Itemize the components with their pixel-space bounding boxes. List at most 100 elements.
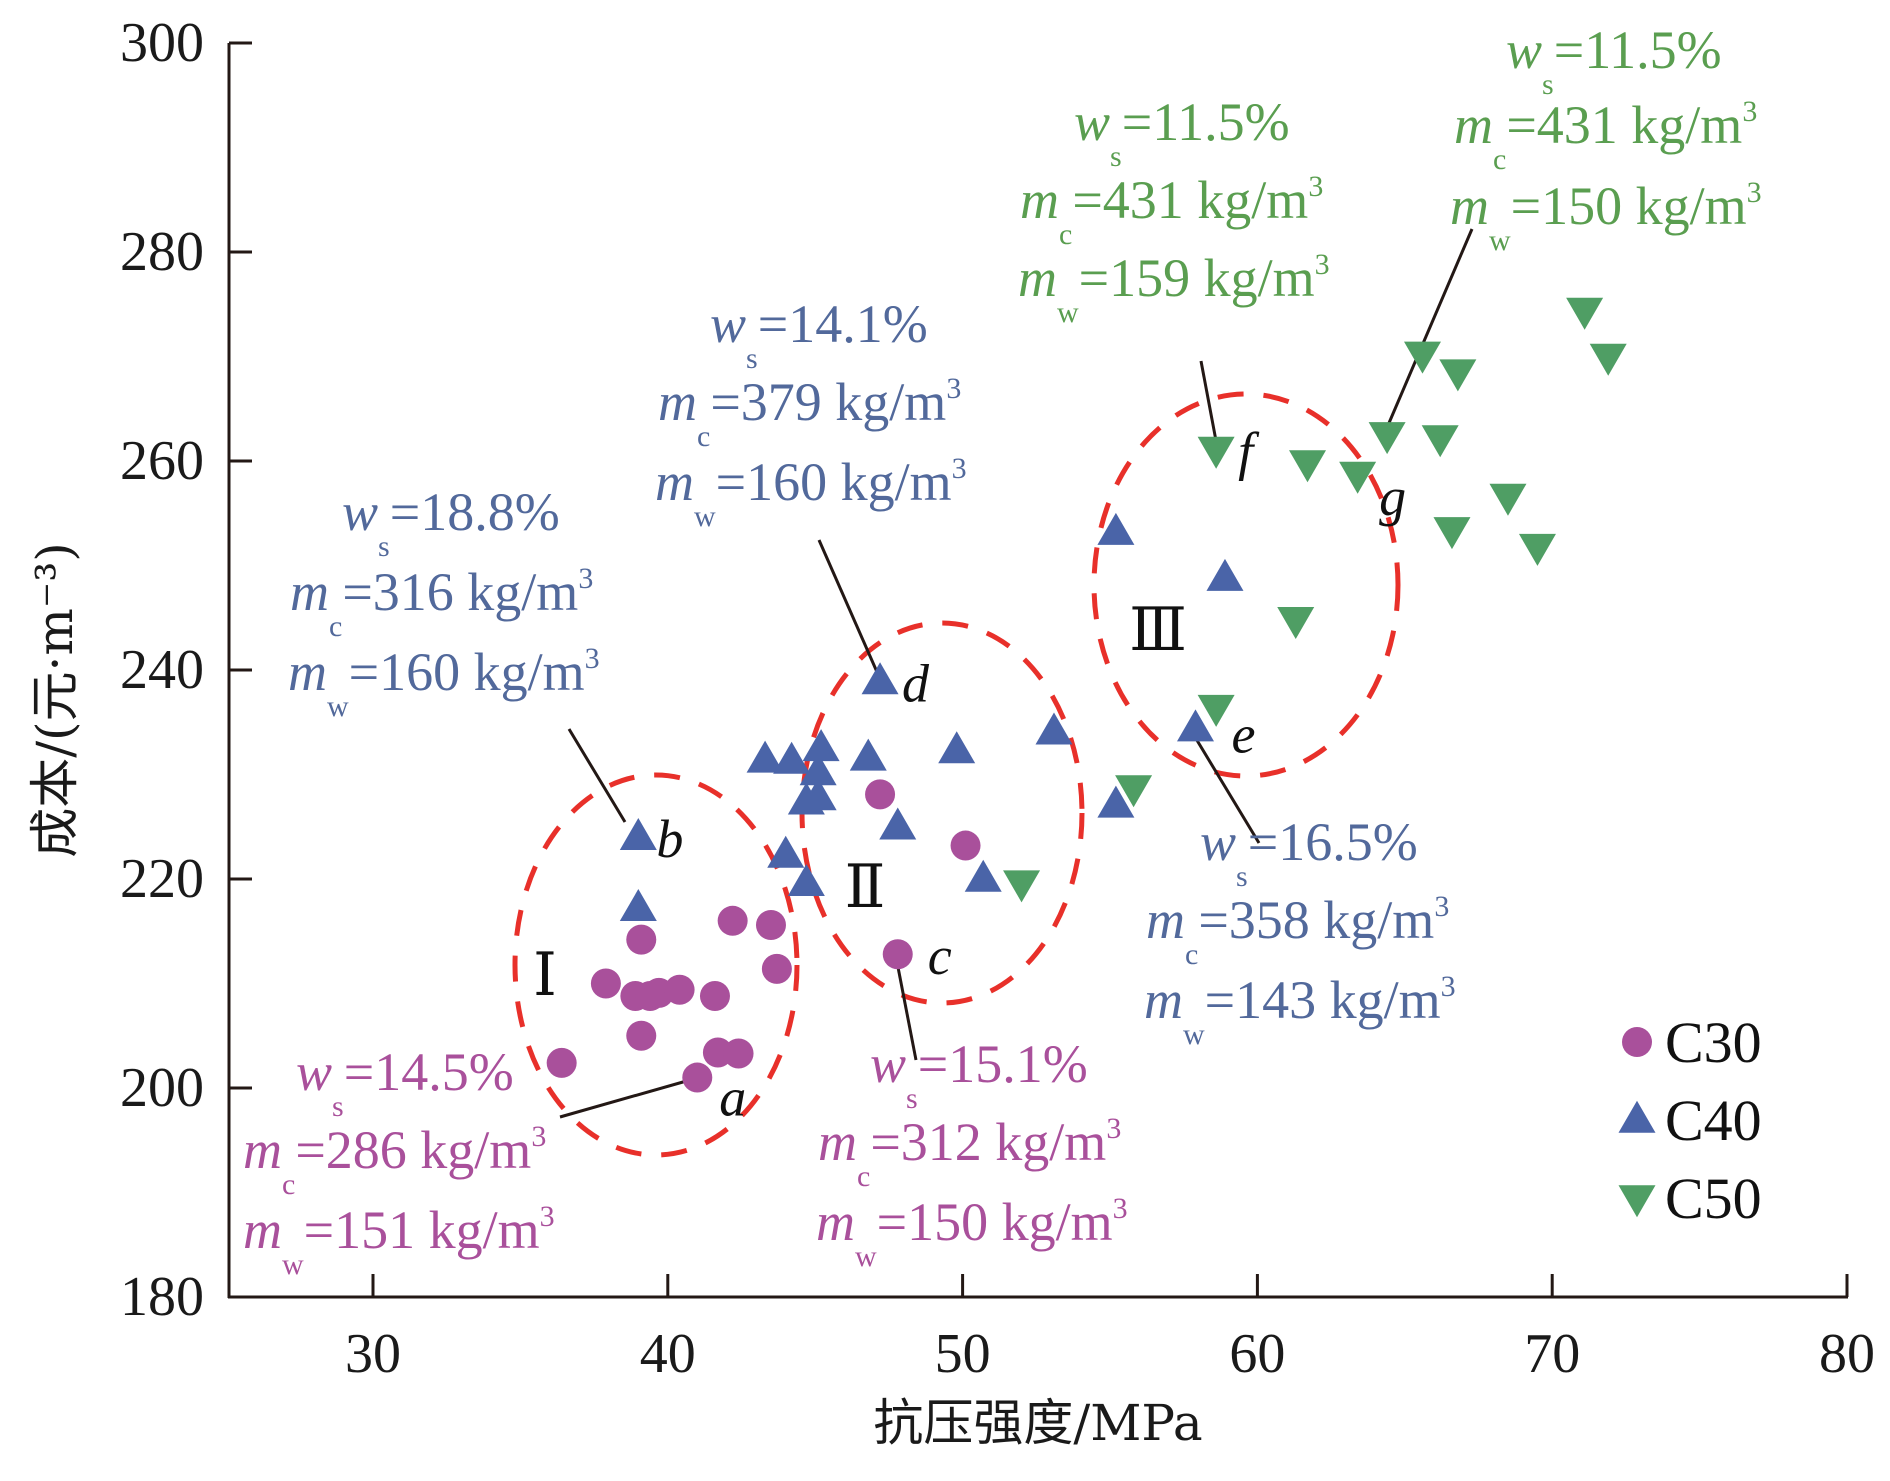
point-label-a: a: [719, 1068, 746, 1128]
value: 316 kg/m: [373, 562, 579, 622]
point-c40: [1176, 709, 1214, 742]
symbol: w: [296, 1042, 332, 1102]
point-c50: [1368, 422, 1406, 455]
x-ticks: 30 40 50 60 70 80: [345, 1274, 1875, 1385]
equals: =: [870, 1112, 900, 1172]
value: 143 kg/m: [1235, 970, 1441, 1030]
subscript: c: [857, 1160, 870, 1193]
annotation-b-mw: mw=160 kg/m3: [288, 642, 600, 723]
annotation-a-mw: mw=151 kg/m3: [243, 1200, 555, 1281]
point-c30: [717, 905, 748, 936]
superscript: 3: [1742, 95, 1757, 128]
equals: =: [1554, 20, 1584, 80]
superscript: 3: [1747, 176, 1762, 209]
symbol: m: [658, 372, 697, 432]
x-tick-label: 70: [1524, 1323, 1580, 1385]
point-c50: [1115, 775, 1153, 808]
point-c40: [1206, 558, 1244, 591]
value: 312 kg/m: [901, 1112, 1107, 1172]
point-c40: [1097, 785, 1135, 818]
symbol: m: [243, 1200, 282, 1260]
superscript: 3: [531, 1120, 546, 1153]
point-c30: [664, 974, 695, 1005]
legend-label: C40: [1665, 1088, 1762, 1153]
series-C30: [546, 779, 981, 1093]
subscript: c: [282, 1168, 295, 1201]
point-c30: [546, 1047, 577, 1078]
symbol: w: [342, 482, 378, 542]
value: 11.5%: [1152, 92, 1289, 152]
subscript: w: [694, 500, 716, 533]
point-c50: [1289, 450, 1327, 483]
point-c30: [590, 968, 621, 999]
point-c50: [1518, 533, 1556, 566]
point-label-g: g: [1379, 467, 1406, 527]
series-C40: [619, 512, 1244, 922]
equals: =: [1198, 890, 1228, 950]
annotation-e-ws: ws=16.5%: [1200, 812, 1418, 893]
point-c30: [755, 909, 786, 940]
annotation-f-mw: mw=159 kg/m3: [1018, 248, 1330, 329]
value: 358 kg/m: [1229, 890, 1435, 950]
point-label-f: f: [1238, 422, 1260, 482]
point-c30: [699, 981, 730, 1012]
value: 431 kg/m: [1103, 170, 1309, 230]
equals: =: [1079, 248, 1109, 308]
point-c50: [1589, 343, 1627, 376]
value: 151 kg/m: [334, 1200, 540, 1260]
symbol: m: [818, 1112, 857, 1172]
value: 11.5%: [1584, 20, 1721, 80]
value: 16.5%: [1278, 812, 1417, 872]
symbol: m: [290, 562, 329, 622]
y-tick-label: 180: [120, 1266, 204, 1328]
leader-line-e: [1193, 736, 1261, 844]
annotation-c-mc: mc=312 kg/m3: [818, 1112, 1121, 1193]
superscript: 3: [578, 562, 593, 595]
legend-item-c40: C40: [1618, 1088, 1762, 1153]
y-tick-label: 200: [120, 1057, 204, 1119]
superscript: 3: [585, 642, 600, 675]
region-label-1: Ⅰ: [533, 942, 557, 1008]
symbol: m: [1450, 176, 1489, 236]
symbol: m: [1146, 890, 1185, 950]
region-ellipse-3: [1091, 391, 1401, 779]
equals: =: [716, 452, 746, 512]
value: 431 kg/m: [1537, 95, 1743, 155]
point-label-d: d: [902, 653, 930, 713]
x-tick-label: 40: [640, 1323, 696, 1385]
leader-line-c: [895, 961, 918, 1061]
subscript: c: [329, 610, 342, 643]
annotation-b-mc: mc=316 kg/m3: [290, 562, 593, 643]
point-c30: [626, 924, 657, 955]
equals: =: [342, 562, 372, 622]
annotation-d-mc: mc=379 kg/m3: [658, 372, 961, 453]
superscript: 3: [1441, 970, 1456, 1003]
point-c40: [767, 835, 805, 868]
point-c30: [865, 779, 896, 810]
region-labels: Ⅰ Ⅱ Ⅲ: [533, 597, 1187, 1008]
value: 18.8%: [420, 482, 559, 542]
point-labels: a b c d e f g: [656, 422, 1406, 1128]
value: 15.1%: [948, 1034, 1087, 1094]
equals: =: [1122, 92, 1152, 152]
equals: =: [349, 642, 379, 702]
annotation-a-mc: mc=286 kg/m3: [243, 1120, 546, 1201]
superscript: 3: [1113, 1192, 1128, 1225]
subscript: s: [332, 1090, 344, 1123]
point-c40: [879, 807, 917, 840]
legend-marker-c30: [1622, 1027, 1652, 1057]
y-ticks: 180 200 220 240 260 280 300: [120, 12, 252, 1328]
region-label-3: Ⅲ: [1129, 597, 1187, 663]
point-c30: [882, 939, 913, 970]
equals: =: [1248, 812, 1278, 872]
legend: C30 C40 C50: [1618, 1010, 1762, 1231]
subscript: s: [906, 1082, 918, 1115]
point-c40: [619, 818, 657, 850]
leader-lines: [559, 228, 1474, 1119]
point-c30: [950, 830, 981, 861]
